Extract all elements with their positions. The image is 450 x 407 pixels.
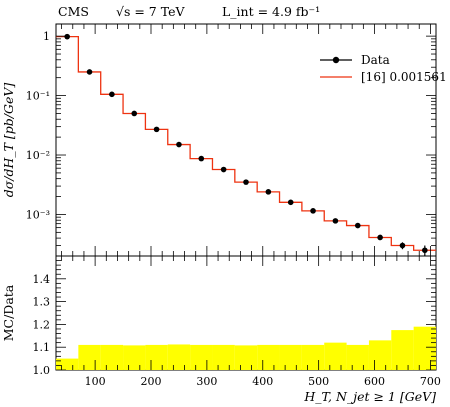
ratio-y-tick-label: 1.0 [33, 364, 51, 377]
ratio-band-bin [346, 344, 369, 370]
x-tick-label: 500 [308, 375, 329, 388]
ratio-band-layer [56, 326, 436, 370]
main-y-tick-label: 10⁻³ [26, 208, 50, 221]
header-luminosity: L_int = 4.9 fb⁻¹ [222, 4, 320, 19]
header-experiment: CMS [58, 4, 89, 19]
ratio-band-bin [324, 342, 347, 370]
ticks-layer: 1 10⁻¹ 10⁻² 10⁻³ 100 200 300 400 500 600 700 1.0 1.1… [26, 24, 441, 388]
legend-model-label: [16] 0.001561 [361, 70, 447, 84]
ratio-y-tick-label: 1.3 [33, 296, 51, 309]
x-tick-label: 700 [420, 375, 441, 388]
data-point [109, 91, 115, 98]
ratio-band-bin [279, 344, 302, 370]
data-point [332, 218, 339, 224]
model-step-line [56, 36, 436, 251]
main-y-axis-label: dσ/dH_T [pb/GeV] [1, 83, 16, 198]
data-point [399, 242, 406, 249]
ratio-y-axis-label: MC/Data [1, 284, 16, 341]
ratio-band-bin [100, 344, 124, 370]
data-point [198, 155, 205, 162]
header-energy: √s = 7 TeV [116, 4, 185, 19]
main-step-layer [56, 36, 436, 251]
ratio-band-bin [190, 344, 213, 370]
x-tick-label: 400 [252, 375, 273, 388]
main-points-layer [64, 33, 428, 256]
ratio-band-bin [413, 326, 436, 370]
main-y-tick-label: 10⁻¹ [26, 90, 50, 103]
legend-data-marker [332, 56, 340, 64]
data-point [287, 199, 294, 206]
data-point [220, 166, 227, 173]
data-point [153, 126, 160, 133]
ratio-band-bin [145, 344, 168, 370]
data-point [422, 247, 428, 254]
data-point [377, 234, 383, 241]
data-point [243, 179, 249, 185]
data-point [64, 33, 70, 40]
ratio-band-bin [391, 330, 414, 370]
data-point [131, 110, 138, 117]
ratio-band-bin [167, 344, 191, 370]
x-axis-label: H_T, N_jet ≥ 1 [GeV] [303, 389, 436, 404]
ratio-band-bin [257, 344, 280, 370]
main-y-tick-label: 10⁻² [26, 149, 50, 162]
ratio-band-bin [78, 344, 101, 370]
ratio-band-bin [234, 345, 258, 370]
ratio-band-bin [368, 340, 392, 370]
x-tick-label: 600 [364, 375, 385, 388]
x-tick-label: 300 [196, 375, 217, 388]
x-tick-label: 100 [85, 375, 106, 388]
ratio-band-bin [123, 345, 146, 370]
ratio-y-tick-label: 1.1 [33, 341, 51, 354]
data-point [176, 141, 182, 148]
ratio-band-bin [301, 344, 325, 370]
data-point [265, 189, 272, 195]
ratio-band-bin [56, 358, 79, 370]
ratio-band-bin [212, 344, 235, 370]
data-point [310, 208, 316, 214]
data-point [354, 222, 361, 229]
main-y-tick-label: 1 [43, 30, 50, 43]
legend-data-label: Data [361, 53, 390, 67]
data-point [86, 69, 93, 75]
ratio-y-tick-label: 1.4 [33, 273, 51, 286]
ratio-y-tick-label: 1.2 [33, 318, 51, 331]
x-tick-label: 200 [141, 375, 162, 388]
legend: Data [16] 0.001561 [320, 53, 447, 84]
